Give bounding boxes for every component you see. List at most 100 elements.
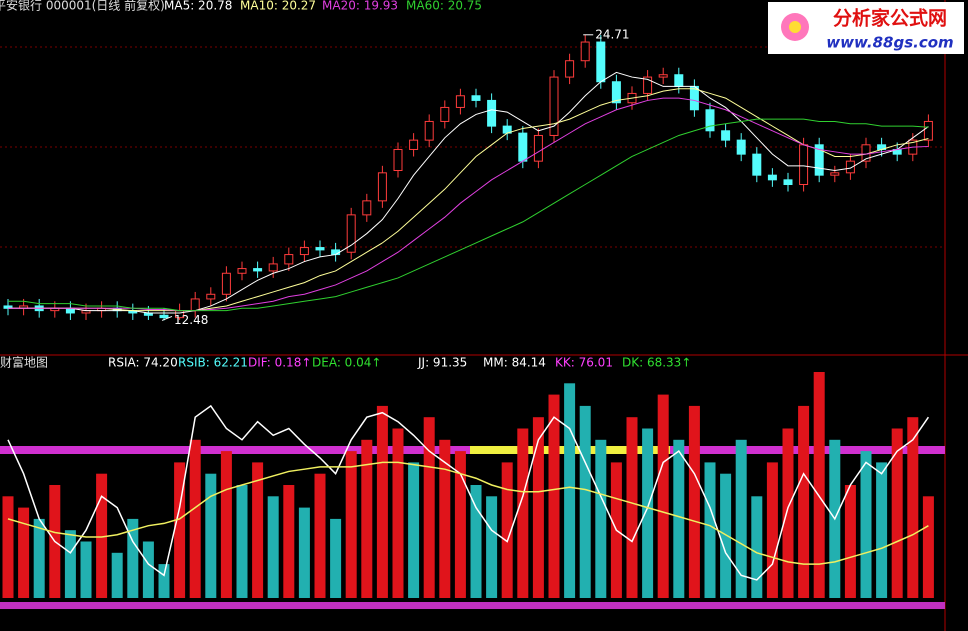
candle-body (814, 144, 824, 176)
candle-body (409, 139, 419, 150)
bar (64, 530, 76, 598)
bar (860, 451, 872, 598)
bar (891, 428, 903, 598)
logo-url: www.88gs.com (826, 34, 953, 52)
annotation-pointer (161, 315, 173, 321)
bar (907, 417, 919, 598)
bar (174, 462, 186, 598)
logo: 分析家公式网 www.88gs.com (768, 2, 964, 54)
ma-line (8, 118, 929, 312)
bar (454, 451, 466, 598)
bar (96, 473, 108, 598)
candle-body (487, 99, 497, 127)
candle-body (549, 76, 559, 136)
bar (564, 383, 576, 598)
bar (595, 439, 607, 598)
indicator-line (7, 461, 929, 565)
indicator-label: JJ: 91.35 (417, 356, 467, 370)
candle-body (346, 214, 356, 253)
bar (80, 541, 92, 598)
bar (439, 439, 451, 598)
candle-body (315, 247, 325, 251)
candle-body (377, 172, 387, 202)
candle-body (611, 81, 621, 104)
bar (423, 417, 435, 598)
candle-body (221, 272, 231, 295)
bar (376, 405, 388, 598)
bar (127, 518, 139, 598)
bar (626, 417, 638, 598)
bar (142, 541, 154, 598)
candle-body (362, 200, 372, 216)
indicator-label: RSIB: 62.21 (178, 356, 248, 370)
candle-body (440, 106, 450, 122)
bar (236, 485, 248, 598)
candle-body (643, 76, 653, 94)
candle-body (830, 172, 840, 176)
candle-body (580, 41, 590, 62)
bar (111, 552, 123, 598)
indicator-line (7, 404, 930, 581)
annotation: 12.48 (174, 313, 208, 327)
bar (688, 405, 700, 598)
bar (298, 507, 310, 598)
candle-body (658, 74, 668, 78)
indicator-label: RSIA: 74.20 (108, 356, 178, 370)
bar (18, 507, 30, 598)
candle-body (237, 268, 247, 274)
candle-body (674, 74, 684, 87)
indicator-label: DIF: 0.18↑ (248, 356, 311, 370)
bar (657, 394, 669, 598)
bar (486, 496, 498, 598)
bar (751, 496, 763, 598)
candle-body (471, 95, 481, 101)
bar (267, 496, 279, 598)
bar (361, 439, 373, 598)
logo-icon (789, 21, 801, 33)
annotation: 24.71 (595, 27, 629, 41)
bar (205, 473, 217, 598)
legend-entry: MA10: 20.27 (240, 0, 316, 13)
bar (720, 473, 732, 598)
candle-body (253, 268, 263, 272)
bar (704, 462, 716, 598)
logo-title: 分析家公式网 (833, 7, 947, 30)
indicator-label: DK: 68.33↑ (622, 356, 691, 370)
candle-body (268, 263, 278, 272)
signal-strip (0, 602, 945, 609)
bar (642, 428, 654, 598)
bar (673, 439, 685, 598)
ma-line (8, 97, 929, 312)
bar (33, 518, 45, 598)
legend-entry: MA5: 20.78 (164, 0, 232, 13)
bar (782, 428, 794, 598)
bar (189, 439, 201, 598)
candle-body (299, 247, 309, 256)
candle-body (206, 293, 216, 300)
candle-body (393, 148, 403, 171)
candle-body (721, 130, 731, 141)
bar (798, 405, 810, 598)
candle-body (923, 120, 933, 141)
candle-body (845, 160, 855, 174)
bar (501, 462, 513, 598)
candle-body (331, 249, 341, 256)
legend-entry: MA20: 19.93 (322, 0, 398, 13)
candle-body (736, 139, 746, 155)
bar (579, 405, 591, 598)
bar (766, 462, 778, 598)
candle-body (190, 298, 200, 312)
bar (220, 451, 232, 598)
bar (517, 428, 529, 598)
candle-body (565, 60, 575, 78)
candle-body (455, 95, 465, 108)
candle-body (596, 41, 606, 83)
bar (158, 564, 170, 598)
bar (330, 518, 342, 598)
candle-body (518, 132, 528, 162)
ma-line (8, 71, 929, 314)
ma-line (8, 88, 929, 312)
bar (844, 485, 856, 598)
